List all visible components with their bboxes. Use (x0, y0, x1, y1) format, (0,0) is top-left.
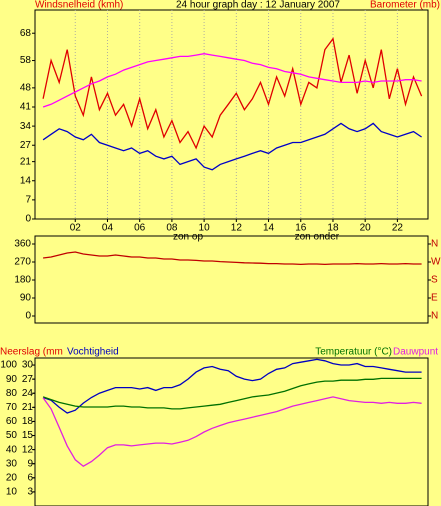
y-axis-label: Windsnelheid (kmh) (35, 0, 123, 11)
y-tick-label: 80 (6, 388, 18, 399)
plot-frame (34, 357, 429, 506)
y-tick-label: 14 (20, 175, 32, 186)
rain-tick-label: 30 (22, 360, 34, 371)
data-line (42, 37, 423, 150)
rain-tick-label: 3 (27, 487, 33, 498)
data-line (42, 377, 422, 410)
y2-tick-label: W (431, 257, 441, 268)
x-tick-label: 02 (70, 223, 82, 234)
rain-axis-label: Neerslag (mm (0, 347, 63, 358)
rain-tick-label: 9 (27, 458, 33, 469)
y-tick-label: 90 (6, 374, 18, 385)
rain-tick-label: 21 (22, 402, 34, 413)
y-tick-label: 270 (14, 257, 31, 268)
rain-tick-label: 18 (22, 416, 34, 427)
x-tick-label: 06 (134, 223, 146, 234)
annotation: zon onder (295, 232, 340, 243)
legend-label: Vochtigheid (67, 347, 119, 358)
y-tick-label: 7 (25, 195, 31, 206)
y-tick-label: 0 (25, 311, 31, 322)
y-tick-label: 100 (0, 360, 17, 371)
y2-tick-label: E (431, 293, 438, 304)
y-tick-label: 90 (20, 293, 32, 304)
rain-tick-label: 12 (22, 444, 34, 455)
y-tick-label: 10 (6, 487, 18, 498)
data-line (42, 53, 422, 108)
rain-tick-label: 27 (22, 374, 34, 385)
y-tick-label: 48 (20, 83, 32, 94)
rain-tick-label: 15 (22, 430, 34, 441)
data-line (43, 251, 422, 266)
x-tick-label: 04 (102, 223, 114, 234)
x-tick-label: 10 (199, 223, 211, 234)
y-tick-label: 40 (6, 444, 18, 455)
y-tick-label: 360 (14, 239, 31, 250)
y-tick-label: 70 (6, 402, 18, 413)
y2-tick-label: S (431, 275, 438, 286)
y2-tick-label: N (431, 239, 438, 250)
y-tick-label: 60 (6, 416, 18, 427)
y-tick-label: 21 (20, 156, 32, 167)
x-tick-label: 16 (295, 223, 307, 234)
x-tick-label: 08 (166, 223, 178, 234)
data-line (42, 122, 422, 171)
x-tick-label: 20 (360, 223, 372, 234)
y-tick-label: 30 (6, 458, 18, 469)
x-tick-label: 12 (231, 223, 243, 234)
chart-title: 24 hour graph day : 12 January 2007 (176, 0, 340, 11)
y-tick-label: 180 (14, 275, 31, 286)
legend-label: Dauwpunt (393, 347, 438, 358)
rain-tick-label: 6 (27, 472, 33, 483)
y-tick-label: 27 (20, 140, 32, 151)
annotation: zon op (173, 232, 203, 243)
y-tick-label: 34 (20, 121, 32, 132)
y-tick-label: 20 (6, 472, 18, 483)
y-tick-label: 0 (25, 214, 31, 225)
legend-label: Temperatuur (°C) (315, 347, 392, 358)
rain-tick-label: 24 (22, 388, 34, 399)
data-line (42, 358, 422, 414)
y-tick-label: 68 (20, 28, 32, 39)
plot-frame (34, 9, 429, 220)
y-tick-label: 41 (20, 102, 32, 113)
data-line (42, 396, 422, 467)
y2-axis-label: Barometer (mb) (370, 0, 440, 11)
x-tick-label: 14 (263, 223, 275, 234)
y-tick-label: 58 (20, 55, 32, 66)
x-tick-label: 22 (392, 223, 404, 234)
x-tick-label: 18 (327, 223, 339, 234)
y2-tick-label: N (431, 311, 438, 322)
y-tick-label: 50 (6, 430, 18, 441)
